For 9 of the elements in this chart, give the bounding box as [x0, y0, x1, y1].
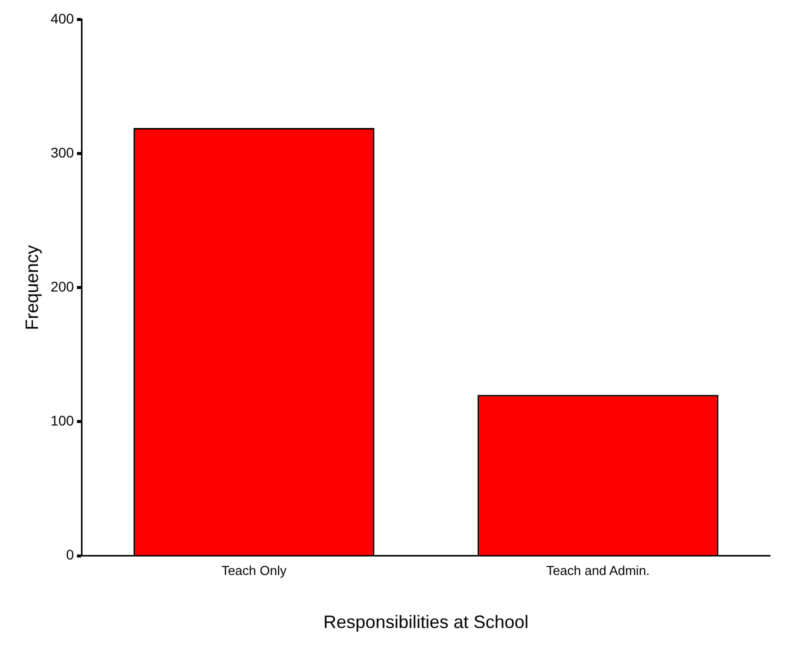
x-tick-label: Teach Only — [221, 563, 287, 578]
x-tick-label: Teach and Admin. — [546, 563, 650, 578]
y-tick-label: 100 — [50, 412, 74, 429]
y-tick-label: 300 — [50, 144, 74, 160]
y-tick-label: 400 — [50, 10, 74, 26]
y-tick-label: 0 — [66, 546, 74, 563]
y-axis-title: Frequency — [22, 245, 42, 330]
x-axis-title: Responsibilities at School — [323, 612, 529, 632]
y-tick-label: 200 — [50, 278, 74, 294]
